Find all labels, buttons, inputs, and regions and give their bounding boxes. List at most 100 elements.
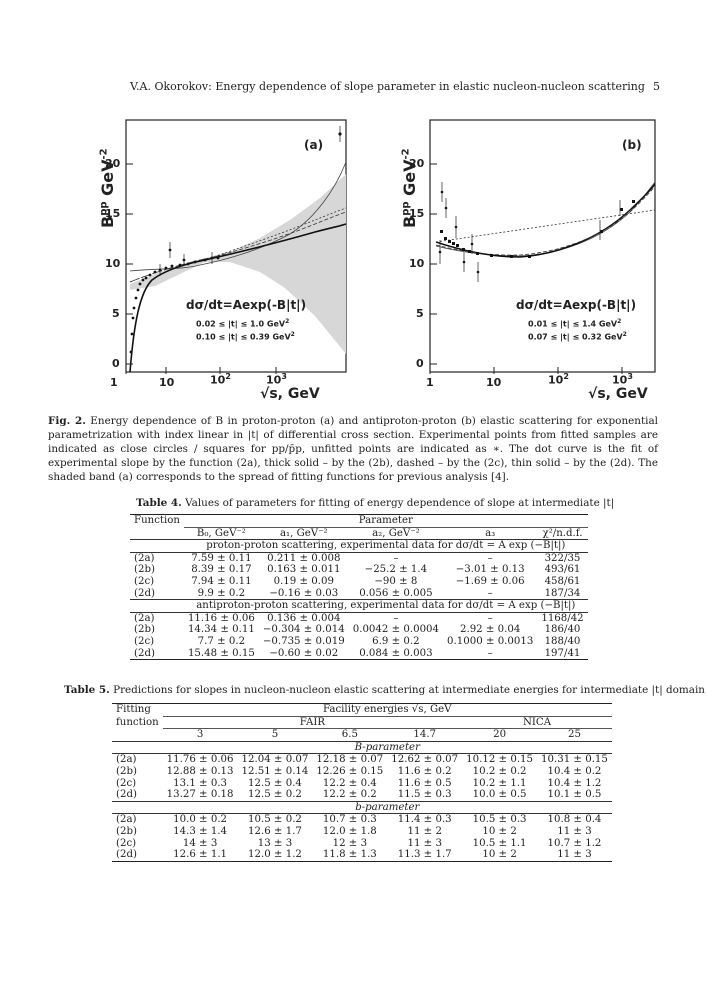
row-label: (2b): [116, 765, 137, 777]
table-cell: 12 ± 3: [332, 837, 368, 849]
table-cell: 7.7 ± 0.2: [197, 635, 246, 647]
table-cell: 10.1 ± 0.5: [547, 789, 602, 801]
panel-b-curve-2b: [435, 183, 655, 258]
table-row: (2d) 12.6 ± 1.1 12.0 ± 1.2 11.8 ± 1.3 11.3 ±…: [112, 849, 612, 862]
table-5: Fitting Facility energies √s, GeV functi…: [112, 703, 612, 862]
table-cell: –: [487, 552, 493, 564]
table-cell: 0.056 ± 0.005: [359, 587, 433, 599]
table-cell: 13 ± 3: [257, 837, 293, 849]
table-cell: 10.2 ± 1.1: [472, 777, 527, 789]
table-row: (2d) 9.9 ± 0.2 −0.16 ± 0.03 0.056 ± 0.005 – 1…: [130, 588, 588, 600]
table-cell: 11 ± 3: [407, 837, 442, 849]
table-cell: 12.88 ± 0.13: [166, 765, 234, 777]
panel-a-ytick-15: 15: [105, 207, 121, 220]
table-cell: 10.5 ± 0.3: [472, 814, 527, 826]
panel-a-formula: dσ/dt=Aexp(-B|t|): [186, 298, 307, 312]
table-cell: 11.3 ± 1.7: [397, 849, 452, 861]
panel-a-ytick-10: 10: [105, 257, 121, 270]
panel-a-range-1: 0.02 ≤ |t| ≤ 1.0 GeV2: [196, 318, 290, 329]
row-label: (2b): [134, 624, 155, 636]
panel-b-xtick-1000: 103: [612, 372, 633, 387]
panel-b-ytick-0: 0: [416, 357, 424, 370]
table-row: Fitting Facility energies √s, GeV: [112, 703, 612, 717]
panel-a-errorbars: [159, 126, 341, 276]
table-row: 3 5 6.5 14.7 20 25: [112, 729, 612, 742]
table-cell: 13.27 ± 0.18: [166, 789, 234, 801]
figure-2-caption-text: Energy dependence of B in proton-proton …: [48, 415, 658, 483]
table-5-b-rows: (2a) 10.0 ± 0.2 10.5 ± 0.2 10.7 ± 0.3 11.4 ±…: [112, 814, 612, 862]
table-cell: 12.2 ± 0.4: [322, 777, 377, 789]
table-cell: 14.3 ± 1.4: [173, 825, 228, 837]
table-4-pp-rows: (2a) 7.59 ± 0.11 0.211 ± 0.008– –322/35 (2b)…: [130, 552, 588, 599]
table-cell: 11.76 ± 0.06: [166, 754, 234, 766]
table-4-caption: Table 4. Values of parameters for fittin…: [136, 497, 615, 509]
table-cell: 0.163 ± 0.011: [267, 564, 341, 576]
table-row: (2c) 7.7 ± 0.2 −0.735 ± 0.019 6.9 ± 0.2 0.10…: [130, 636, 588, 648]
row-label: (2d): [116, 849, 137, 861]
table-cell: 15.48 ± 0.15: [187, 647, 255, 659]
table-5-caption: Table 5. Predictions for slopes in nucle…: [64, 684, 705, 696]
table-row: (2c) 7.94 ± 0.11 0.19 ± 0.09 −90 ± 8 −1.69 ±…: [130, 576, 588, 588]
table-cell: 186/40: [544, 624, 581, 636]
panel-a-band: [130, 174, 346, 354]
panel-a-xtick-1000: 103: [266, 372, 287, 387]
table-row: (2b) 12.88 ± 0.13 12.51 ± 0.14 12.26 ± 0.15…: [112, 766, 612, 778]
row-label: (2b): [134, 564, 155, 576]
table-cell: –: [487, 587, 493, 599]
table-cell: 0.1000 ± 0.0013: [447, 635, 534, 647]
panel-b-curve-2c: [435, 185, 655, 256]
panel-a-ticks: [125, 163, 277, 374]
table-cell: 14.34 ± 0.11: [187, 624, 255, 636]
figure-2-plots: [125, 119, 656, 374]
panel-a-points: [129, 132, 342, 354]
table-4-pbarp-rows: (2a) 11.16 ± 0.06 0.136 ± 0.004– –1168/42 (2…: [130, 612, 588, 660]
panel-a-label: (a): [304, 138, 324, 152]
table-cell: 10.31 ± 0.15: [541, 754, 608, 766]
panel-a-ytick-5: 5: [112, 307, 120, 320]
row-label: (2d): [134, 647, 155, 659]
table-cell: 9.9 ± 0.2: [197, 587, 246, 599]
table-cell: 0.211 ± 0.008: [267, 552, 341, 564]
panel-b-ticks: [429, 163, 623, 374]
panel-b-ytick-15: 15: [409, 207, 425, 220]
figure-2-caption-label: Fig. 2.: [48, 415, 86, 427]
table-cell: –: [393, 552, 399, 564]
table-cell: 11 ± 2: [407, 825, 442, 837]
table-cell: 10.4 ± 1.2: [547, 777, 602, 789]
table-cell: −90 ± 8: [374, 575, 418, 587]
running-title: V.A. Okorokov: Energy dependence of slop…: [130, 80, 645, 93]
table-cell: −3.01 ± 0.13: [455, 564, 525, 576]
table-row: (2d) 13.27 ± 0.18 12.5 ± 0.2 12.2 ± 0.2 11.5…: [112, 789, 612, 801]
table-cell: 10.12 ± 0.15: [466, 754, 534, 766]
table-cell: 10.7 ± 1.2: [547, 837, 602, 849]
table-cell: 187/34: [544, 587, 581, 599]
table-row: function FAIR NICA: [112, 716, 612, 730]
panel-a-xtick-10: 10: [159, 376, 175, 389]
panel-a-range-2: 0.10 ≤ |t| ≤ 0.39 GeV2: [196, 331, 295, 342]
table-cell: 11.4 ± 0.3: [397, 814, 452, 826]
table-row: (2b) 14.3 ± 1.4 12.6 ± 1.7 12.0 ± 1.8 11 ± 2…: [112, 826, 612, 838]
panel-b-frame: [429, 119, 656, 373]
panel-b-ytick-10: 10: [409, 257, 425, 270]
panel-a-ytick-0: 0: [112, 357, 120, 370]
panel-a-curve-2c: [129, 211, 346, 283]
table-cell: 11.6 ± 0.2: [397, 765, 452, 777]
panel-b-range-2: 0.07 ≤ |t| ≤ 0.32 GeV2: [528, 331, 627, 342]
table-row: (2a) 11.16 ± 0.06 0.136 ± 0.004 – – 1168/42: [130, 612, 588, 624]
panel-b-formula: dσ/dt=Aexp(-B|t|): [516, 298, 637, 312]
table-cell: 12.5 ± 0.2: [248, 789, 302, 801]
panel-b-curve-2a: [435, 209, 655, 243]
table-cell: 14 ± 3: [182, 837, 218, 849]
table-row: (2c) 14 ± 3 13 ± 3 12 ± 3 11 ± 3 10.5 ± 1.1 10…: [112, 838, 612, 850]
table-cell: 1168/42: [541, 612, 584, 624]
panel-b-range-1: 0.01 ≤ |t| ≤ 1.4 GeV2: [528, 318, 622, 329]
panel-b-xlabel: √s, GeV: [588, 386, 648, 402]
table-5-B-rows: (2a) 11.76 ± 0.06 12.04 ± 0.07 12.18 ± 0.07…: [112, 754, 612, 801]
table-row: (2a) 7.59 ± 0.11 0.211 ± 0.008 – – 322/35: [130, 552, 588, 564]
table-cell: –: [487, 647, 493, 659]
row-label: (2c): [116, 837, 137, 849]
panel-a-xtick-1: 1: [110, 376, 118, 389]
panel-a-xlabel: √s, GeV: [260, 386, 320, 402]
table-cell: 10.7 ± 0.3: [322, 814, 377, 826]
row-label: (2d): [116, 789, 137, 801]
